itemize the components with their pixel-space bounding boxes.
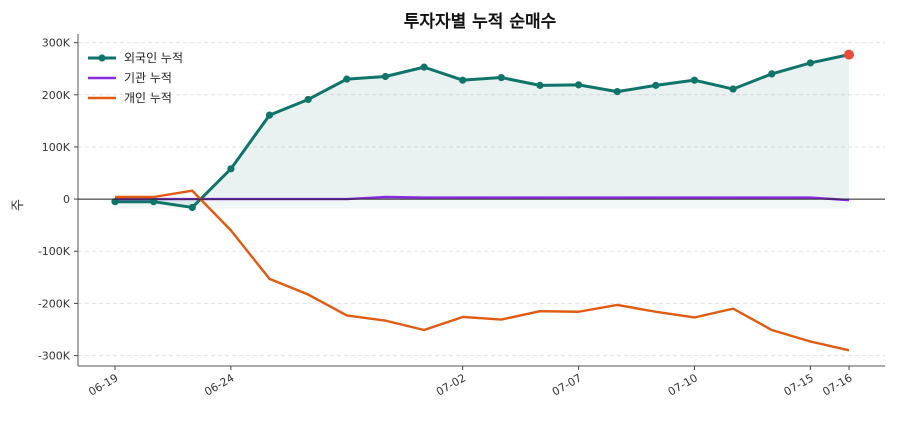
data-point [111, 198, 119, 206]
data-point [381, 72, 390, 81]
series-area-fill [115, 54, 849, 208]
data-point [343, 75, 351, 83]
y-axis-label: 주 [11, 199, 26, 211]
data-point [768, 70, 776, 78]
chart-title: 투자자별 누적 순매수 [404, 12, 557, 32]
y-tick-label: -100K [38, 245, 71, 258]
data-point [574, 81, 583, 89]
y-tick-label: 100K [42, 141, 71, 154]
data-point [188, 203, 196, 212]
data-point [150, 198, 158, 206]
data-point [497, 73, 505, 82]
axes [74, 34, 885, 370]
data-point [265, 111, 274, 119]
x-tick-label: 07-07 [550, 371, 584, 398]
legend-label: 기관 누적 [124, 71, 172, 85]
x-tick-label: 07-15 [782, 371, 816, 398]
x-tick-label: 07-02 [434, 371, 468, 398]
x-tick-label: 07-10 [666, 371, 700, 398]
data-markers [111, 49, 854, 212]
data-point [536, 81, 544, 89]
series-line-0 [115, 53, 850, 209]
y-tick-label: -200K [38, 297, 71, 310]
data-point [652, 81, 660, 89]
legend-label: 개인 누적 [124, 91, 172, 105]
y-tick-label: 200K [42, 89, 71, 102]
x-tick-label: 06-24 [202, 371, 236, 398]
y-tick-label: 0 [63, 193, 70, 206]
area-fill [115, 54, 849, 209]
data-point [806, 59, 814, 67]
x-tick-label: 06-19 [86, 371, 120, 398]
data-point [304, 95, 312, 104]
series-area-fill-negative [115, 199, 849, 209]
legend-marker [98, 54, 106, 62]
data-point [420, 63, 428, 71]
y-tick-label: -300K [38, 350, 71, 363]
data-point [227, 165, 235, 173]
y-tick-label: 300K [42, 37, 71, 50]
data-point [729, 85, 737, 93]
data-point [690, 76, 699, 84]
x-tick-label: 07-16 [820, 371, 854, 398]
data-point [613, 88, 621, 96]
series-line-2 [115, 189, 850, 352]
last-point-highlight [844, 49, 854, 60]
legend-label: 외국인 누적 [124, 51, 183, 65]
data-point [459, 76, 467, 84]
